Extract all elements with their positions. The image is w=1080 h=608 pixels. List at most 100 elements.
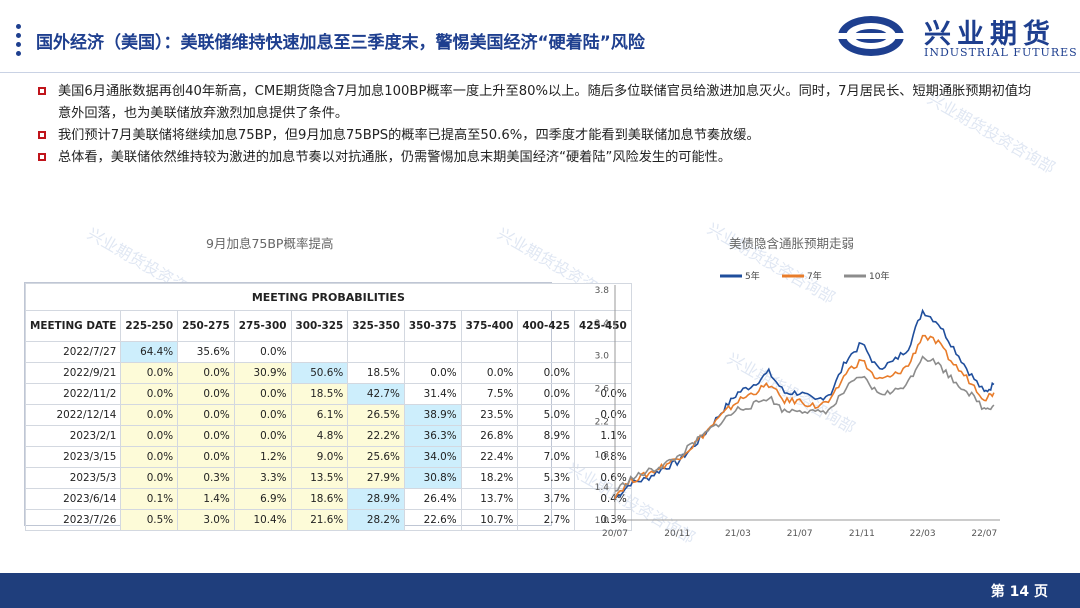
y-tick-label: 2.6 [595,385,610,395]
probability-cell: 0.5% [120,509,179,531]
probability-cell: 31.4% [403,383,462,405]
probability-cell: 22.4% [460,446,519,468]
left-chart-title: 9月加息75BP概率提高 [206,236,334,251]
probability-cell: 26.8% [460,425,519,447]
table-row: 2022/9/21 0.0% 0.0% 30.9% 50.6% 18.5% 0.0% 0.0%… [24,362,632,384]
probability-cell: 5.0% [517,404,576,426]
probability-cell: 0.3% [574,509,632,531]
meeting-date-cell: 2023/6/14 [24,488,122,510]
probability-cell: 18.5% [290,383,349,405]
table-header-cell: 275-300 [233,310,292,342]
slide-header: 国外经济（美国）：美联储维持快速加息至三季度末，警惕美国经济“硬着陆”风险 兴业… [0,0,1080,72]
probability-cell: 0.0% [233,425,292,447]
table-header-cell: 350-375 [403,310,462,342]
probability-cell [403,341,462,363]
y-tick-label: 3.8 [595,286,610,296]
probability-cell: 28.2% [347,509,405,531]
table-header-cell: 400-425 [517,310,576,342]
x-tick-label: 20/07 [602,529,628,539]
bullet-item: 美国6月通胀数据再创40年新高，CME期货隐含7月加息100BP概率一度上升至8… [38,81,1038,125]
probability-cell: 3.7% [517,488,576,510]
meeting-date-cell: 2023/2/1 [24,425,122,447]
y-tick-label: 3.0 [595,352,610,362]
probability-cell: 18.5% [347,362,405,384]
x-axis: 20/07 20/11 21/03 21/07 21/11 22/03 22/07 [602,519,1000,539]
probability-cell: 38.9% [403,404,462,426]
table-row: 2022/7/27 64.4% 35.6% 0.0% [24,341,632,363]
table-header-row: MEETING DATE 225-250 250-275 275-300 300-32… [24,310,632,342]
probability-cell: 0.0% [517,362,576,384]
probability-cell: 0.0% [120,467,179,489]
table-header-cell: MEETING DATE [24,310,122,342]
x-tick-label: 21/11 [849,529,875,539]
logo-english-text: INDUSTRIAL FUTURES [924,46,1078,59]
probability-cell: 7.0% [517,446,576,468]
probability-cell: 0.0% [233,341,292,363]
probability-cell: 50.6% [290,362,349,384]
table-header-cell: 300-325 [290,310,349,342]
probability-cell [347,341,405,363]
probability-cell: 10.7% [460,509,519,531]
series-line-1 [614,334,995,499]
probability-cell: 0.0% [120,404,179,426]
probability-cell [290,341,349,363]
logo-chinese-text: 兴业期货 [924,19,1056,50]
probability-cell: 0.0% [233,383,292,405]
probability-cell: 18.6% [290,488,349,510]
y-axis: 1.0 1.4 1.8 2.2 2.6 3.0 3.4 3.8 [595,285,616,526]
probability-cell: 0.0% [177,446,235,468]
probability-cell: 1.4% [177,488,235,510]
right-chart-title: 美债隐含通胀预期走弱 [729,236,855,251]
probability-cell: 0.0% [574,404,632,426]
probability-cell [460,341,519,363]
table-header-cell: 325-350 [347,310,405,342]
bullet-list: 美国6月通胀数据再创40年新高，CME期货隐含7月加息100BP概率一度上升至8… [38,81,1038,169]
y-tick-label: 3.4 [595,319,610,329]
probability-cell: 0.0% [177,404,235,426]
table-row: 2023/5/3 0.0% 0.3% 3.3% 13.5% 27.9% 30.8% 18.2%… [24,467,632,489]
probability-cell: 0.3% [177,467,235,489]
bullet-square-icon [38,131,46,139]
chart-series [614,308,995,500]
meeting-date-cell: 2022/7/27 [24,341,122,363]
meeting-date-cell: 2023/7/26 [24,509,122,531]
probability-cell: 35.6% [177,341,235,363]
meeting-probabilities-table: MEETING PROBABILITIES MEETING DATE 225-2… [24,282,632,531]
table-row: 2023/3/15 0.0% 0.0% 1.2% 9.0% 25.6% 34.0% 22.4%… [24,446,632,468]
meeting-date-cell: 2023/5/3 [24,467,122,489]
probability-cell: 8.9% [517,425,576,447]
bullet-item: 总体看，美联储依然维持较为激进的加息节奏以对抗通胀，仍需警惕加息末期美国经济“硬… [38,147,1038,169]
probability-cell: 3.3% [233,467,292,489]
probability-cell: 5.3% [517,467,576,489]
chart-legend: 5年 7年 10年 [720,270,889,282]
probability-table: MEETING PROBABILITIES MEETING DATE 225-2… [24,283,632,531]
probability-cell [517,341,576,363]
probability-cell: 13.5% [290,467,349,489]
probability-cell: 22.6% [403,509,462,531]
probability-cell: 7.5% [460,383,519,405]
y-tick-label: 1.0 [595,516,610,526]
probability-cell: 0.0% [120,383,179,405]
table-row: 2023/6/14 0.1% 1.4% 6.9% 18.6% 28.9% 26.4% 13.7… [24,488,632,510]
x-tick-label: 21/07 [787,529,813,539]
probability-cell: 1.2% [233,446,292,468]
meeting-date-cell: 2023/3/15 [24,446,122,468]
probability-cell: 21.6% [290,509,349,531]
bullet-square-icon [38,87,46,95]
probability-cell: 0.0% [460,362,519,384]
table-row: 2023/7/26 0.5% 3.0% 10.4% 21.6% 28.2% 22.6% 10.… [24,509,632,531]
x-tick-label: 22/07 [971,529,997,539]
probability-cell: 0.0% [120,362,179,384]
y-tick-label: 2.2 [595,417,609,427]
logo-mark-icon [838,16,904,56]
meeting-date-cell: 2022/9/21 [24,362,122,384]
bullet-text: 美国6月通胀数据再创40年新高，CME期货隐含7月加息100BP概率一度上升至8… [58,84,1032,121]
probability-cell: 4.8% [290,425,349,447]
table-header-cell: 250-275 [177,310,235,342]
probability-cell: 0.1% [120,488,179,510]
meeting-date-cell: 2022/12/14 [24,404,122,426]
table-header-cell: 375-400 [460,310,519,342]
x-tick-label: 20/11 [664,529,690,539]
title-dots-decoration [16,24,26,60]
probability-cell: 25.6% [347,446,405,468]
